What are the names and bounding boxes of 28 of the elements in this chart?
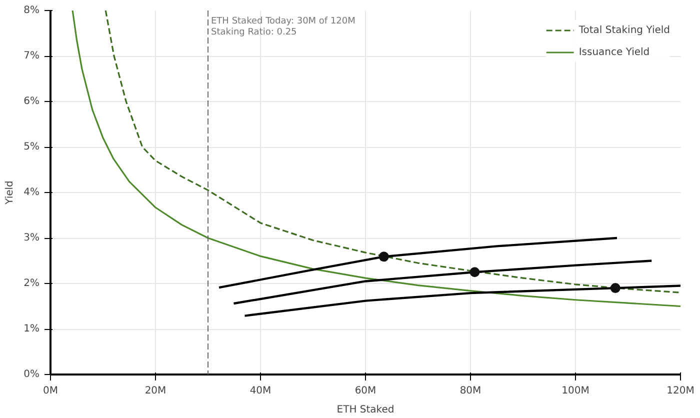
y-tick-label: 4% — [24, 187, 40, 198]
legend-label: Total Staking Yield — [578, 24, 670, 36]
line-series — [218, 236, 618, 289]
x-tick-label: 0M — [43, 386, 58, 396]
y-tick-label: 6% — [24, 96, 40, 107]
y-tick-label: 7% — [24, 50, 40, 62]
annotation: ETH Staked Today: 30M of 120M — [211, 16, 356, 26]
x-tick-label: 40M — [250, 386, 272, 396]
y-tick-label: 0% — [24, 369, 40, 380]
x-tick-label: 60M — [354, 386, 376, 396]
x-tick-label: 120M — [666, 386, 694, 396]
x-axis-title: ETH Staked — [336, 404, 394, 416]
y-axis-title: Yield — [4, 180, 16, 206]
y-tick-label: 8% — [24, 5, 40, 16]
annotation: Staking Ratio: 0.25 — [211, 28, 297, 38]
y-tick-label: 2% — [24, 278, 40, 289]
point — [610, 283, 620, 294]
x-tick-label: 100M — [562, 386, 590, 396]
y-tick-label: 3% — [24, 232, 40, 244]
legend-label: Issuance Yield — [578, 46, 650, 58]
y-tick-label: 1% — [24, 324, 40, 334]
point — [378, 252, 389, 262]
line-series — [232, 260, 653, 305]
point — [470, 267, 480, 278]
x-tick-label: 80M — [460, 386, 482, 396]
y-tick-label: 5% — [24, 142, 40, 152]
x-tick-label: 20M — [144, 386, 166, 396]
line-series — [244, 284, 680, 317]
